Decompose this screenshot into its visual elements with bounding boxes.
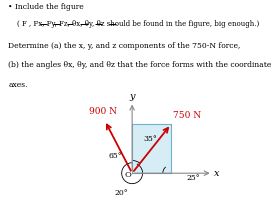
Text: 25°: 25° <box>186 174 200 182</box>
Text: 35°: 35° <box>143 135 157 143</box>
Polygon shape <box>132 124 171 173</box>
Text: • Include the figure: • Include the figure <box>8 3 84 11</box>
Text: O: O <box>125 171 132 179</box>
Text: axes.: axes. <box>8 81 28 89</box>
Text: 20°: 20° <box>114 189 128 197</box>
Text: y: y <box>129 92 135 101</box>
Text: 750 N: 750 N <box>173 111 201 120</box>
Text: 65°: 65° <box>108 152 122 160</box>
Text: 900 N: 900 N <box>89 107 117 116</box>
Text: x: x <box>214 169 219 178</box>
Text: (b) the angles θx, θy, and θz that the force forms with the coordinate: (b) the angles θx, θy, and θz that the f… <box>8 61 272 69</box>
Text: Determine (a) the x, y, and z components of the 750-N force,: Determine (a) the x, y, and z components… <box>8 42 241 49</box>
Text: ( F , Fx, Fy, Fz, θx, θy, θz should be found in the figure, big enough.): ( F , Fx, Fy, Fz, θx, θy, θz should be f… <box>17 20 259 28</box>
